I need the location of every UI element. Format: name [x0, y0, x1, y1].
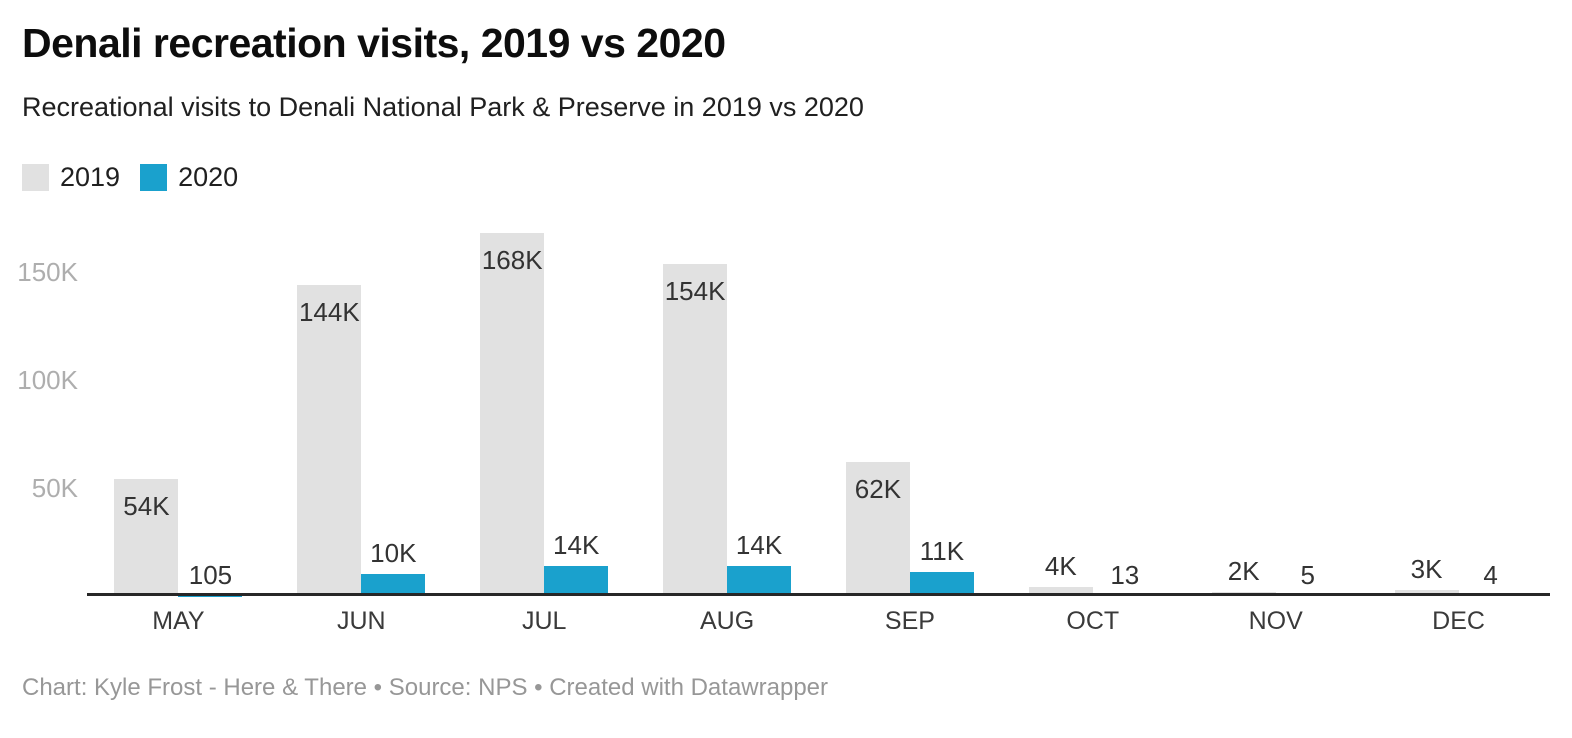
bar-value-label: 62K — [854, 474, 902, 505]
x-axis-label-sep: SEP — [884, 607, 935, 635]
bar-value-label: 54K — [123, 491, 170, 522]
x-axis-line — [87, 593, 1550, 596]
bar-value-label: 2K — [1227, 555, 1260, 586]
legend-item-2019: 2019 — [22, 164, 120, 191]
bar-2019-jul[interactable] — [480, 233, 545, 596]
plot-area: 50K 100K 150K 54K 105 144K 10K 168K 14K 154K 14K 62… — [0, 230, 1572, 596]
legend-item-2020: 2020 — [140, 164, 238, 191]
bar-value-label: 144K — [298, 297, 360, 328]
bar-2019-aug[interactable] — [663, 263, 728, 596]
bar-value-label: 154K — [664, 275, 726, 306]
bar-group-dec: 3K 4 — [1367, 230, 1550, 596]
bar-value-label: 105 — [188, 559, 233, 590]
legend-swatch-2019 — [22, 164, 49, 191]
legend-swatch-2020 — [140, 164, 168, 191]
bar-2019-dec[interactable] — [1394, 589, 1459, 596]
bar-value-label: 168K — [481, 245, 543, 276]
legend-label-2020: 2020 — [178, 162, 239, 192]
bar-value-label: 4K — [1044, 551, 1077, 582]
legend: 2019 2020 — [22, 164, 238, 191]
bar-value-label: 4 — [1483, 560, 1498, 590]
bar-value-label: 5 — [1300, 560, 1315, 590]
bar-group-aug: 154K 14K — [636, 230, 819, 596]
x-axis-label-may: MAY — [152, 607, 205, 635]
bar-2020-aug[interactable] — [727, 565, 792, 596]
x-axis-label-jun: JUN — [337, 607, 386, 635]
bar-value-label: 14K — [735, 529, 783, 560]
bar-2019-may[interactable] — [114, 479, 179, 596]
bar-value-label: 11K — [919, 536, 965, 567]
x-axis-label-nov: NOV — [1248, 607, 1303, 635]
y-axis-tick-label: 150K — [17, 257, 78, 288]
x-axis-label-aug: AUG — [699, 607, 755, 635]
bar-value-label: 14K — [553, 529, 600, 560]
bar-group-oct: 4K 13 — [1001, 230, 1184, 596]
bar-2019-sep[interactable] — [845, 462, 910, 596]
y-axis-tick-label: 100K — [17, 365, 78, 396]
bar-2020-sep[interactable] — [909, 572, 974, 596]
chart-footer: Chart: Kyle Frost - Here & There • Sourc… — [22, 674, 829, 701]
bar-2020-jun[interactable] — [361, 574, 426, 596]
bar-2019-jun[interactable] — [297, 285, 362, 596]
bar-2020-jul[interactable] — [544, 565, 609, 596]
x-axis-label-oct: OCT — [1066, 607, 1120, 635]
bar-group-sep: 62K 11K — [819, 230, 1002, 596]
bar-group-nov: 2K 5 — [1184, 230, 1367, 596]
y-axis-tick-label: 50K — [31, 473, 78, 504]
bar-group-jun: 144K 10K — [270, 230, 453, 596]
chart-title: Denali recreation visits, 2019 vs 2020 — [22, 20, 726, 66]
bar-value-label: 3K — [1410, 553, 1443, 584]
x-axis-label-jul: JUL — [521, 607, 567, 635]
bar-group-may: 54K 105 — [87, 230, 270, 596]
x-axis-label-dec: DEC — [1432, 607, 1485, 635]
bar-2019-oct[interactable] — [1028, 587, 1093, 596]
legend-label-2019: 2019 — [60, 162, 121, 192]
chart-subtitle: Recreational visits to Denali National P… — [22, 92, 864, 122]
bar-group-jul: 168K 14K — [453, 230, 636, 596]
bar-value-label: 13 — [1110, 559, 1140, 590]
bar-value-label: 10K — [370, 538, 417, 569]
